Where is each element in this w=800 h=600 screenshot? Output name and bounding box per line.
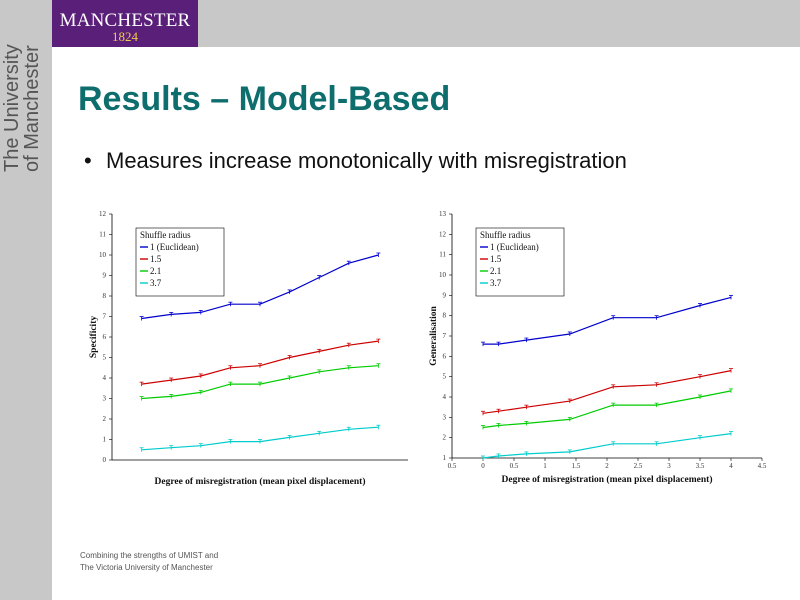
y-tick-label: 9 bbox=[103, 272, 107, 280]
x-tick-label: 1.5 bbox=[572, 462, 581, 470]
x-tick-label: 1 bbox=[543, 462, 547, 470]
y-tick-label: 3 bbox=[443, 413, 447, 421]
x-tick-label: 2 bbox=[605, 462, 609, 470]
vertical-brand-line1: The University bbox=[1, 44, 23, 172]
x-axis-label: Degree of misregistration (mean pixel di… bbox=[155, 476, 366, 487]
series-line bbox=[141, 426, 379, 451]
y-tick-label: 7 bbox=[103, 313, 107, 321]
y-axis-label: Specificity bbox=[89, 316, 99, 358]
legend-title: Shuffle radius bbox=[140, 230, 191, 240]
bullet-marker: • bbox=[84, 148, 92, 173]
y-tick-label: 9 bbox=[443, 291, 447, 299]
y-tick-label: 10 bbox=[99, 251, 107, 259]
series-line bbox=[483, 296, 732, 345]
x-tick-label: 4 bbox=[729, 462, 733, 470]
series-line bbox=[141, 340, 379, 385]
y-tick-label: 12 bbox=[99, 210, 107, 218]
logo-year: 1824 bbox=[112, 29, 138, 44]
y-tick-label: 11 bbox=[439, 251, 446, 259]
y-tick-label: 8 bbox=[103, 292, 107, 300]
y-tick-label: 1 bbox=[443, 454, 447, 462]
x-axis-label: Degree of misregistration (mean pixel di… bbox=[502, 474, 713, 485]
footer: Combining the strengths of UMIST and The… bbox=[80, 550, 218, 574]
legend-title: Shuffle radius bbox=[480, 230, 531, 240]
logo-name: MANCHESTER bbox=[59, 10, 191, 31]
series-line bbox=[482, 390, 732, 429]
x-tick-label: 0.5 bbox=[510, 462, 519, 470]
bullet-text: Measures increase monotonically with mis… bbox=[106, 148, 627, 173]
legend-entry: 1.5 bbox=[490, 254, 502, 264]
y-tick-label: 11 bbox=[99, 231, 106, 239]
legend-entry: 1 (Euclidean) bbox=[150, 242, 199, 252]
y-axis-label: Generalisation bbox=[429, 305, 439, 365]
y-tick-label: 7 bbox=[443, 332, 447, 340]
footer-line2: The Victoria University of Manchester bbox=[80, 563, 213, 572]
y-tick-label: 5 bbox=[443, 373, 447, 381]
y-tick-label: 4 bbox=[103, 374, 107, 382]
y-tick-label: 6 bbox=[443, 352, 447, 360]
y-tick-label: 2 bbox=[103, 415, 107, 423]
series-line bbox=[482, 370, 732, 414]
y-tick-label: 0 bbox=[103, 456, 107, 464]
y-tick-label: 3 bbox=[103, 395, 107, 403]
legend-entry: 3.7 bbox=[490, 278, 502, 288]
y-tick-label: 1 bbox=[103, 436, 107, 444]
legend-box bbox=[475, 227, 565, 297]
y-tick-label: 4 bbox=[443, 393, 447, 401]
legend-entry: 1 (Euclidean) bbox=[490, 242, 539, 252]
y-tick-label: 13 bbox=[439, 210, 447, 218]
legend-entry: 1.5 bbox=[150, 254, 162, 264]
y-tick-label: 6 bbox=[103, 333, 107, 341]
vertical-brand-line2: of Manchester bbox=[21, 45, 43, 172]
left-sidebar bbox=[0, 0, 52, 600]
x-tick-label: 3 bbox=[667, 462, 671, 470]
legend-box bbox=[135, 227, 225, 297]
y-tick-label: 2 bbox=[443, 434, 447, 442]
legend-entry: 2.1 bbox=[490, 266, 501, 276]
y-tick-label: 8 bbox=[443, 312, 447, 320]
legend-entry: 2.1 bbox=[150, 266, 161, 276]
x-tick-label: 0.5 bbox=[448, 462, 457, 470]
x-tick-label: 3.5 bbox=[696, 462, 705, 470]
legend-entry: 3.7 bbox=[150, 278, 162, 288]
x-tick-label: 2.5 bbox=[634, 462, 643, 470]
x-tick-label: 0 bbox=[481, 462, 485, 470]
y-tick-label: 5 bbox=[103, 354, 107, 362]
y-tick-label: 12 bbox=[439, 230, 447, 238]
series-line bbox=[482, 433, 732, 459]
university-logo: MANCHESTER 1824 bbox=[52, 0, 198, 47]
x-tick-label: 4.5 bbox=[758, 462, 767, 470]
vertical-brand-text: The University of Manchester bbox=[1, 44, 43, 172]
bullet-item: • Measures increase monotonically with mi… bbox=[84, 148, 627, 174]
slide-title: Results – Model-Based bbox=[78, 80, 451, 118]
y-tick-label: 10 bbox=[439, 271, 447, 279]
footer-line1: Combining the strengths of UMIST and bbox=[80, 551, 219, 560]
